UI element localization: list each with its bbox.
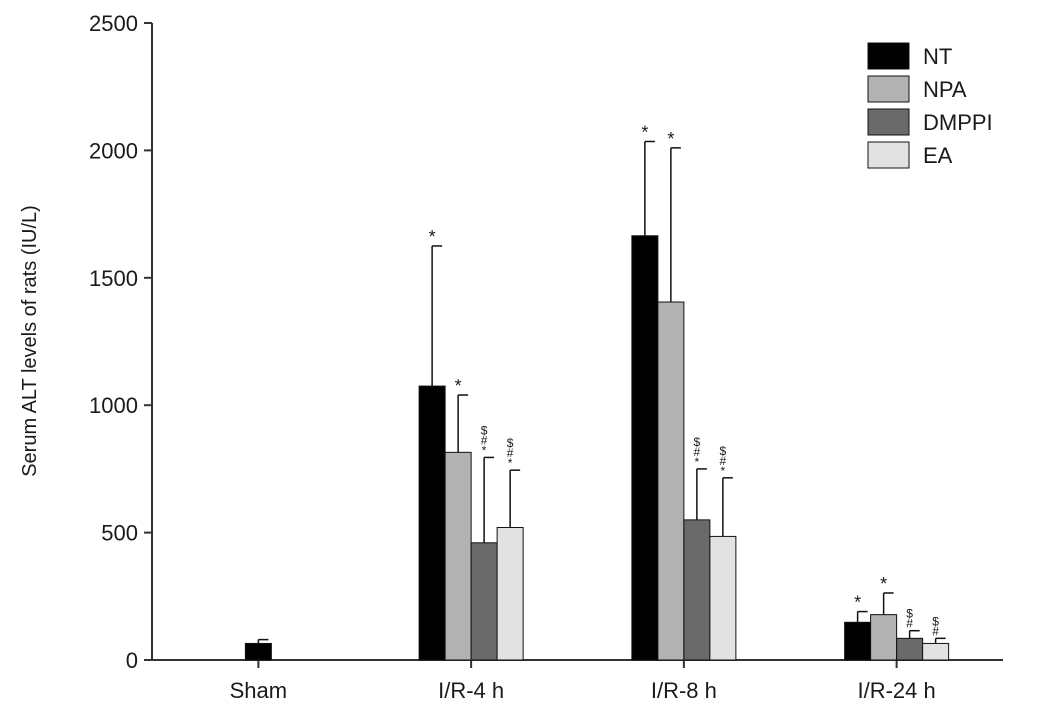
bar-ea-3 [709,535,737,661]
bar-npa-3 [657,301,685,661]
y-tick-label: 1500 [89,266,138,291]
legend-swatch-npa [867,75,910,103]
bar-dmppi-3 [683,519,711,661]
y-axis-title: Serum ALT levels of rats (IU/L) [19,205,41,477]
error-bars [257,140,946,644]
y-axis-ticks: 0 500 1000 1500 2000 2500 [89,11,152,673]
significance-mark: * [429,227,436,247]
significance-symbol: # [694,445,701,459]
bar-ea-4 [922,642,950,661]
significance-symbol: $ [932,614,939,628]
significance-symbol: # [507,446,514,460]
significance-mark: $ # [906,607,913,631]
significance-symbol: $ [507,436,514,450]
x-tick-label: I/R-24 h [857,678,935,703]
significance-mark: $ # * [720,444,727,478]
bar-marks [244,235,950,661]
legend: NT NPA DMPPI EA [867,42,993,169]
x-tick-label: Sham [230,678,287,703]
legend-label-npa: NPA [923,77,967,102]
bar-nt-1 [244,642,272,661]
significance-mark: * [667,129,674,149]
significance-symbol: * [508,456,513,470]
x-tick-label: I/R-8 h [651,678,717,703]
legend-label-dmppi: DMPPI [923,110,993,135]
significance-symbol: $ [694,435,701,449]
y-tick-label: 2000 [89,138,138,163]
significance-mark: * [641,122,648,142]
significance-symbol: # [906,617,913,631]
significance-mark: $ # * [694,435,701,469]
significance-symbol: # [932,624,939,638]
legend-label-nt: NT [923,44,952,69]
y-tick-label: 2500 [89,11,138,36]
y-tick-label: 1000 [89,393,138,418]
significance-symbol: * [721,464,726,478]
significance-symbol: # [720,454,727,468]
significance-symbol: # [481,433,488,447]
significance-mark: * [854,593,861,613]
legend-label-ea: EA [923,143,953,168]
significance-mark: * [455,376,462,396]
bar-dmppi-2 [470,542,498,661]
legend-swatch-ea [867,141,910,169]
significance-mark: $ # * [481,423,488,457]
bar-nt-4 [844,621,872,661]
bar-nt-3 [631,235,659,661]
bar-nt-2 [418,385,446,661]
y-tick-label: 0 [126,648,138,673]
significance-symbol: $ [720,444,727,458]
legend-swatch-nt [867,42,910,70]
significance-symbol: * [695,455,700,469]
legend-swatch-dmppi [867,108,910,136]
significance-mark: * [880,574,887,594]
bar-dmppi-4 [896,637,924,661]
significance-mark: $ # [932,614,939,638]
bar-npa-4 [870,614,898,661]
x-axis-ticks: Sham I/R-4 h I/R-8 h I/R-24 h [230,660,936,703]
bar-ea-2 [496,527,524,661]
significance-symbol: $ [481,423,488,437]
y-tick-label: 500 [101,521,138,546]
bar-npa-2 [444,451,472,661]
significance-symbol: * [482,443,487,457]
significance-mark: $ # * [507,436,514,470]
significance-marks: **$ # *$ # ** *$ # *$ # ***$ # $ # [429,122,940,638]
significance-symbol: $ [906,607,913,621]
x-tick-label: I/R-4 h [438,678,504,703]
